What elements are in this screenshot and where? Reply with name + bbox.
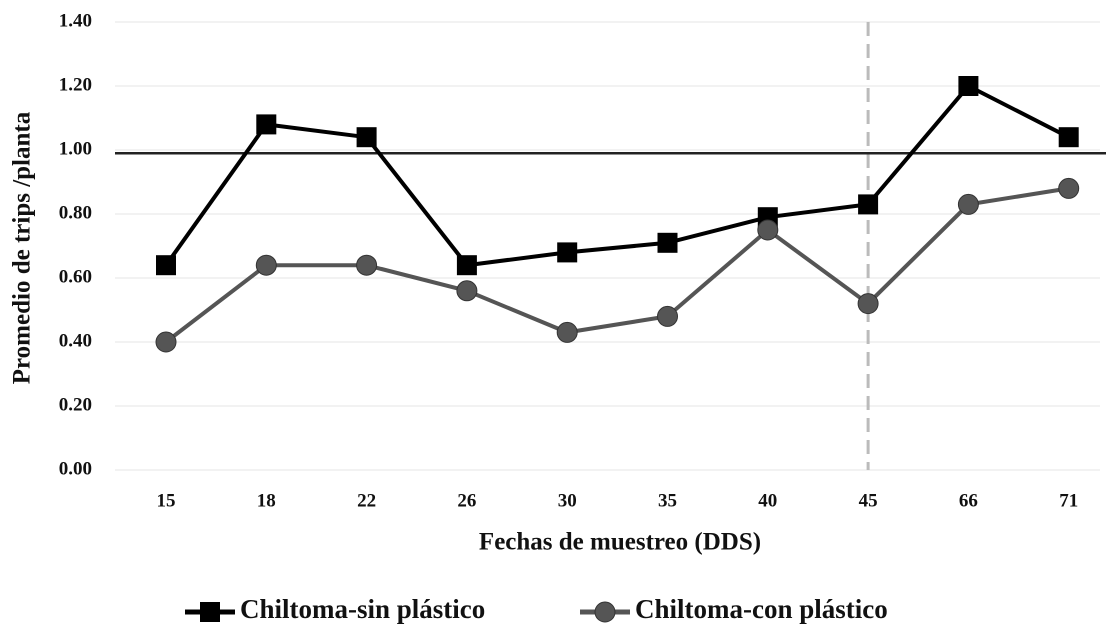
series-line xyxy=(164,186,1070,344)
x-axis-title: Fechas de muestreo (DDS) xyxy=(479,529,761,556)
x-tick-label: 40 xyxy=(758,490,777,511)
point xyxy=(1058,177,1080,199)
y-tick-label: 0.00 xyxy=(59,458,92,479)
point xyxy=(1058,127,1079,148)
point xyxy=(858,194,879,215)
point xyxy=(156,255,176,276)
point xyxy=(657,232,678,253)
x-tick-label: 15 xyxy=(157,490,176,511)
legend-label: Chiltoma-sin plástico xyxy=(240,594,485,624)
x-tick-label: 18 xyxy=(257,490,276,511)
point xyxy=(255,254,277,276)
point xyxy=(958,76,979,96)
x-tick-label: 35 xyxy=(658,490,677,511)
y-tick-label: 0.60 xyxy=(59,266,92,287)
point xyxy=(757,219,779,241)
point xyxy=(356,254,378,276)
point xyxy=(557,242,578,263)
y-tick-label: 1.00 xyxy=(59,138,92,159)
point xyxy=(556,321,578,343)
y-tick-label: 0.40 xyxy=(59,330,92,351)
x-tick-label: 22 xyxy=(357,490,376,511)
point xyxy=(657,305,678,327)
x-tick-label: 71 xyxy=(1059,490,1078,511)
point xyxy=(456,255,477,276)
y-axis-title: Promedio de trips /planta xyxy=(9,111,36,384)
x-tick-label: 26 xyxy=(457,490,476,511)
point xyxy=(857,293,879,315)
x-tick-label: 45 xyxy=(859,490,878,511)
y-tick-label: 1.40 xyxy=(59,10,92,31)
point xyxy=(456,280,478,302)
x-tick-label: 30 xyxy=(558,490,577,511)
point xyxy=(256,114,277,135)
point xyxy=(155,331,177,353)
y-tick-label: 0.20 xyxy=(59,394,92,415)
series-line xyxy=(164,83,1070,268)
legend-marker xyxy=(594,601,616,623)
y-tick-label: 1.20 xyxy=(59,74,92,95)
y-tick-label: 0.80 xyxy=(59,202,92,223)
legend-label: Chiltoma-con plástico xyxy=(635,594,888,624)
point xyxy=(957,193,979,215)
point xyxy=(356,127,377,148)
legend-marker xyxy=(200,602,220,622)
x-tick-label: 66 xyxy=(959,490,978,511)
